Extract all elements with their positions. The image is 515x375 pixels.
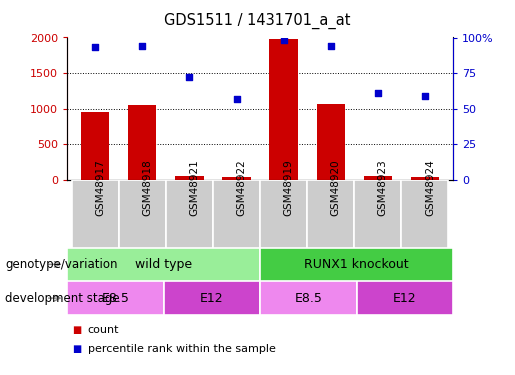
Bar <box>222 177 251 180</box>
Bar <box>317 105 345 180</box>
Point <box>374 90 382 96</box>
Text: GSM48920: GSM48920 <box>331 160 341 216</box>
Bar <box>213 180 260 248</box>
Bar <box>307 180 354 248</box>
Text: ■: ■ <box>72 325 81 335</box>
Bar <box>269 39 298 180</box>
Bar <box>128 105 157 180</box>
Text: RUNX1 knockout: RUNX1 knockout <box>304 258 409 271</box>
Bar <box>260 248 453 281</box>
Text: ■: ■ <box>72 344 81 354</box>
Point <box>327 43 335 49</box>
Bar <box>354 180 401 248</box>
Point <box>91 45 99 51</box>
Text: GSM48919: GSM48919 <box>284 160 294 216</box>
Bar <box>175 176 203 180</box>
Text: E8.5: E8.5 <box>295 292 322 304</box>
Bar <box>81 112 109 180</box>
Bar <box>163 281 260 315</box>
Text: GSM48921: GSM48921 <box>190 160 199 216</box>
Point <box>185 74 194 80</box>
Text: GSM48923: GSM48923 <box>378 160 388 216</box>
Bar <box>166 180 213 248</box>
Bar <box>72 180 119 248</box>
Text: GDS1511 / 1431701_a_at: GDS1511 / 1431701_a_at <box>164 13 351 29</box>
Text: E12: E12 <box>200 292 224 304</box>
Bar <box>356 281 453 315</box>
Bar <box>411 177 439 180</box>
Point <box>232 96 241 102</box>
Point <box>280 38 288 44</box>
Bar <box>260 281 356 315</box>
Text: percentile rank within the sample: percentile rank within the sample <box>88 344 276 354</box>
Bar <box>119 180 166 248</box>
Bar <box>401 180 449 248</box>
Text: GSM48922: GSM48922 <box>236 160 247 216</box>
Text: count: count <box>88 325 119 335</box>
Point <box>421 93 429 99</box>
Text: development stage: development stage <box>5 292 120 304</box>
Text: GSM48917: GSM48917 <box>95 160 105 216</box>
Bar <box>67 281 163 315</box>
Text: E12: E12 <box>393 292 417 304</box>
Bar <box>364 177 392 180</box>
Text: wild type: wild type <box>135 258 192 271</box>
Text: GSM48918: GSM48918 <box>142 160 152 216</box>
Text: E8.5: E8.5 <box>101 292 129 304</box>
Point <box>138 43 146 49</box>
Text: genotype/variation: genotype/variation <box>5 258 117 271</box>
Text: GSM48924: GSM48924 <box>425 160 435 216</box>
Bar <box>67 248 260 281</box>
Bar <box>260 180 307 248</box>
